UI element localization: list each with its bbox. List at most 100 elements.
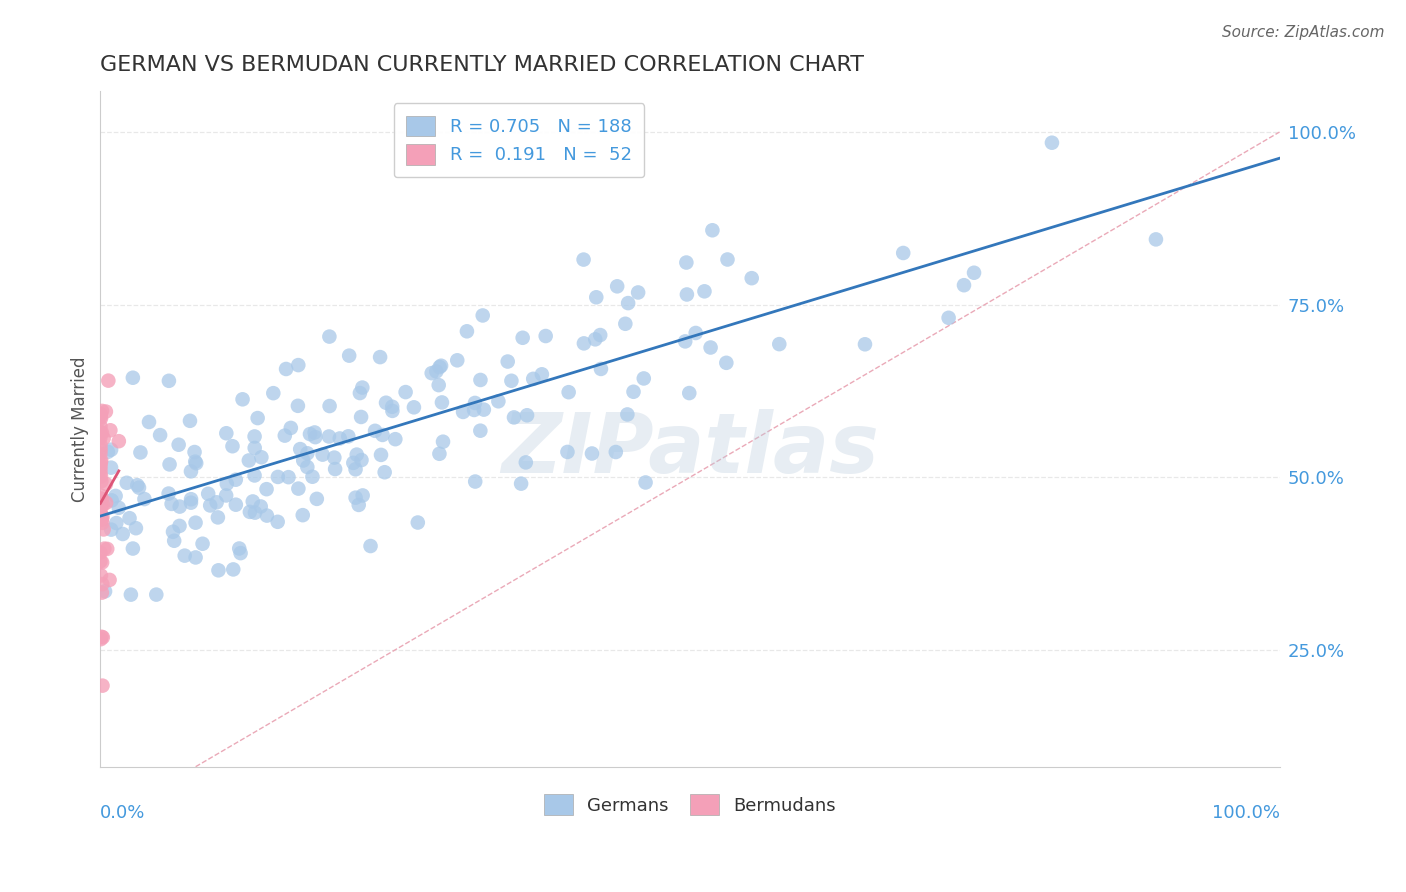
- Point: [162, 524, 184, 539]
- Point: [242, 494, 264, 508]
- Point: [572, 336, 595, 351]
- Point: [589, 328, 612, 343]
- Point: [89, 419, 111, 434]
- Point: [184, 516, 207, 530]
- Point: [685, 326, 707, 340]
- Point: [125, 521, 148, 535]
- Point: [179, 414, 201, 428]
- Text: 0.0%: 0.0%: [100, 805, 146, 822]
- Point: [91, 425, 114, 440]
- Point: [1144, 232, 1167, 246]
- Point: [225, 473, 247, 487]
- Point: [623, 384, 645, 399]
- Point: [583, 332, 606, 346]
- Point: [349, 386, 371, 401]
- Point: [510, 476, 533, 491]
- Point: [89, 431, 111, 445]
- Point: [90, 475, 112, 489]
- Point: [159, 458, 181, 472]
- Point: [364, 424, 387, 438]
- Point: [215, 426, 238, 441]
- Point: [374, 465, 396, 479]
- Point: [90, 491, 112, 506]
- Point: [318, 329, 340, 343]
- Point: [301, 469, 323, 483]
- Point: [741, 271, 763, 285]
- Point: [515, 455, 537, 469]
- Point: [198, 499, 221, 513]
- Point: [111, 527, 134, 541]
- Point: [402, 401, 425, 415]
- Point: [266, 515, 288, 529]
- Point: [430, 395, 453, 409]
- Point: [291, 508, 314, 523]
- Point: [304, 430, 326, 444]
- Point: [93, 523, 115, 537]
- Point: [115, 475, 138, 490]
- Point: [90, 568, 112, 582]
- Point: [104, 489, 127, 503]
- Point: [557, 385, 579, 400]
- Point: [262, 386, 284, 401]
- Point: [585, 290, 607, 304]
- Point: [90, 492, 112, 507]
- Point: [716, 252, 738, 267]
- Point: [107, 500, 129, 515]
- Point: [138, 415, 160, 429]
- Point: [91, 679, 114, 693]
- Point: [186, 456, 208, 470]
- Point: [472, 402, 495, 417]
- Point: [287, 399, 309, 413]
- Point: [183, 445, 205, 459]
- Point: [350, 453, 373, 467]
- Point: [256, 482, 278, 496]
- Point: [160, 497, 183, 511]
- Point: [90, 500, 112, 514]
- Point: [118, 511, 141, 525]
- Point: [329, 432, 352, 446]
- Point: [225, 498, 247, 512]
- Point: [205, 495, 228, 509]
- Text: GERMAN VS BERMUDAN CURRENTLY MARRIED CORRELATION CHART: GERMAN VS BERMUDAN CURRENTLY MARRIED COR…: [100, 55, 865, 75]
- Point: [446, 353, 468, 368]
- Point: [425, 364, 447, 378]
- Point: [297, 446, 319, 460]
- Point: [134, 491, 156, 506]
- Point: [89, 466, 111, 480]
- Point: [634, 475, 657, 490]
- Point: [97, 445, 120, 459]
- Point: [91, 630, 114, 644]
- Point: [471, 309, 494, 323]
- Point: [129, 445, 152, 459]
- Point: [384, 432, 406, 446]
- Point: [232, 392, 254, 407]
- Point: [91, 404, 114, 418]
- Point: [167, 438, 190, 452]
- Point: [94, 477, 117, 491]
- Point: [96, 541, 118, 556]
- Point: [427, 378, 450, 392]
- Point: [963, 266, 986, 280]
- Point: [93, 541, 115, 556]
- Point: [100, 523, 122, 537]
- Point: [163, 533, 186, 548]
- Point: [215, 476, 238, 491]
- Point: [699, 341, 721, 355]
- Point: [249, 500, 271, 514]
- Point: [180, 496, 202, 510]
- Point: [360, 539, 382, 553]
- Point: [243, 468, 266, 483]
- Y-axis label: Currently Married: Currently Married: [72, 356, 89, 501]
- Point: [287, 482, 309, 496]
- Point: [516, 409, 538, 423]
- Point: [90, 630, 112, 644]
- Point: [157, 486, 180, 500]
- Point: [318, 399, 340, 413]
- Point: [432, 434, 454, 449]
- Point: [557, 445, 579, 459]
- Point: [100, 493, 122, 508]
- Point: [352, 488, 374, 502]
- Point: [298, 427, 321, 442]
- Point: [470, 424, 492, 438]
- Point: [91, 498, 114, 512]
